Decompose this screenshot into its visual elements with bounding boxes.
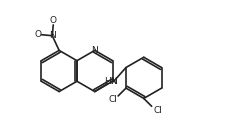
- Text: O: O: [50, 17, 57, 25]
- Text: N: N: [91, 46, 98, 55]
- Text: Cl: Cl: [153, 106, 162, 115]
- Text: O: O: [34, 30, 41, 39]
- Text: N: N: [49, 31, 56, 40]
- Text: Cl: Cl: [109, 95, 118, 104]
- Text: N: N: [110, 77, 117, 86]
- Text: HN: HN: [104, 77, 117, 86]
